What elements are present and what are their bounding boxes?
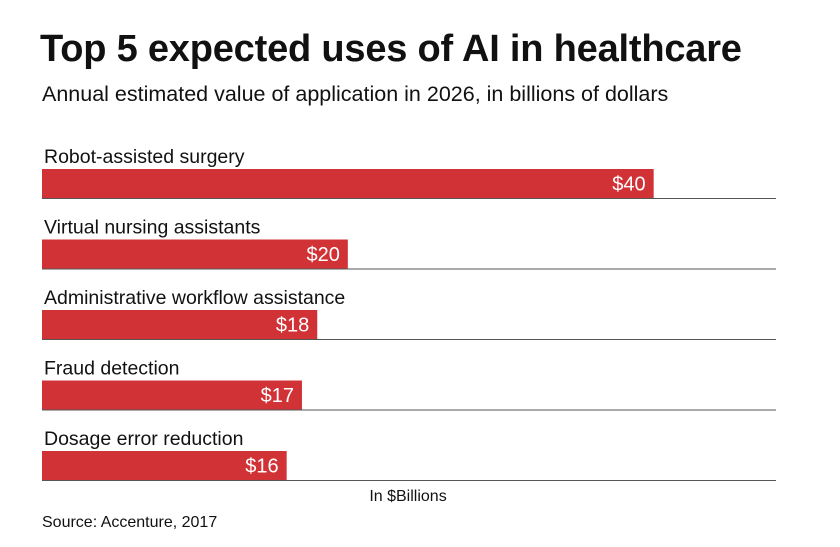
- category-label: Dosage error reduction: [44, 428, 243, 450]
- chart-title: Top 5 expected uses of AI in healthcare: [40, 28, 742, 70]
- bar-value-label: $40: [612, 174, 645, 196]
- bar: [42, 310, 318, 339]
- chart-subtitle: Annual estimated value of application in…: [42, 82, 669, 106]
- bar-value-label: $20: [306, 244, 339, 266]
- category-label: Robot-assisted surgery: [44, 146, 245, 168]
- bar: [42, 239, 348, 269]
- bar-value-label: $16: [245, 456, 278, 478]
- bar: [42, 380, 302, 410]
- bar: [42, 169, 654, 198]
- x-axis-label: In $Billions: [369, 488, 446, 505]
- bars-layer: Robot-assisted surgery $40 Virtual nursing…: [42, 146, 776, 481]
- bar-value-label: $18: [276, 315, 309, 337]
- category-label: Administrative workflow assistance: [44, 287, 345, 309]
- category-label: Virtual nursing assistants: [44, 217, 261, 239]
- bar-value-label: $17: [261, 385, 294, 407]
- source-note: Source: Accenture, 2017: [42, 514, 218, 531]
- category-label: Fraud detection: [44, 358, 180, 380]
- bar: [42, 451, 287, 480]
